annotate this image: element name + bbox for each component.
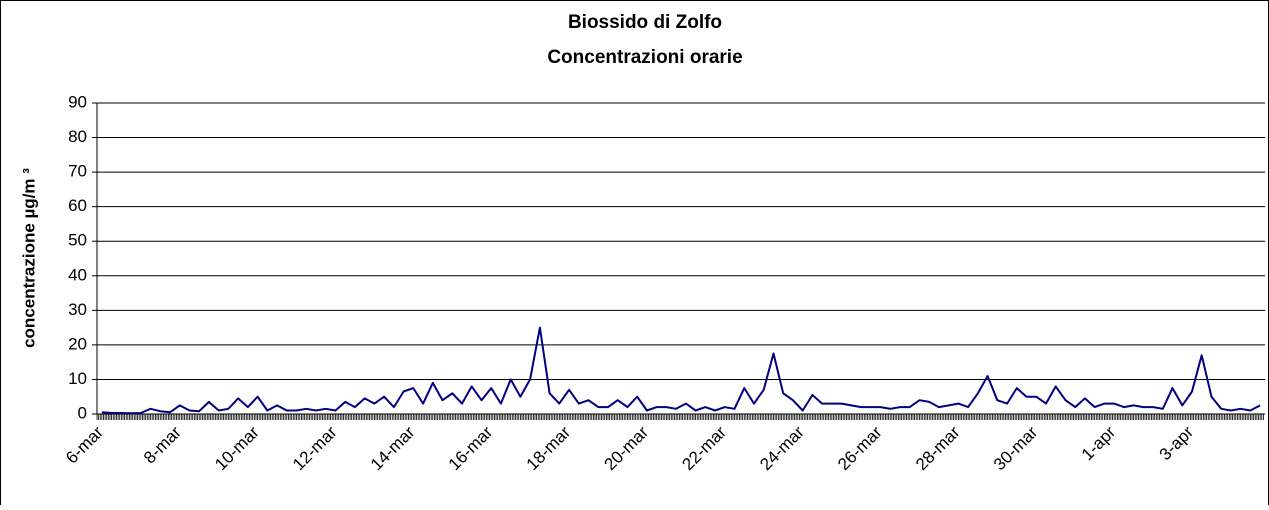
y-tick-label: 20 — [68, 334, 87, 353]
y-tick-label: 10 — [68, 369, 87, 388]
y-tick-label: 80 — [68, 127, 87, 146]
y-tick-label: 40 — [68, 265, 87, 284]
y-tick-label: 50 — [68, 231, 87, 250]
chart-title: Biossido di Zolfo — [568, 12, 722, 33]
chart-subtitle: Concentrazioni orarie — [547, 47, 742, 68]
y-tick-label: 70 — [68, 162, 87, 181]
y-tick-label: 30 — [68, 300, 87, 319]
y-tick-label: 0 — [78, 403, 87, 422]
y-tick-label: 90 — [68, 92, 87, 111]
y-axis-label: concentrazione µg/m ³ — [19, 168, 38, 348]
y-tick-label: 60 — [68, 196, 87, 215]
data-line — [101, 326, 1261, 415]
